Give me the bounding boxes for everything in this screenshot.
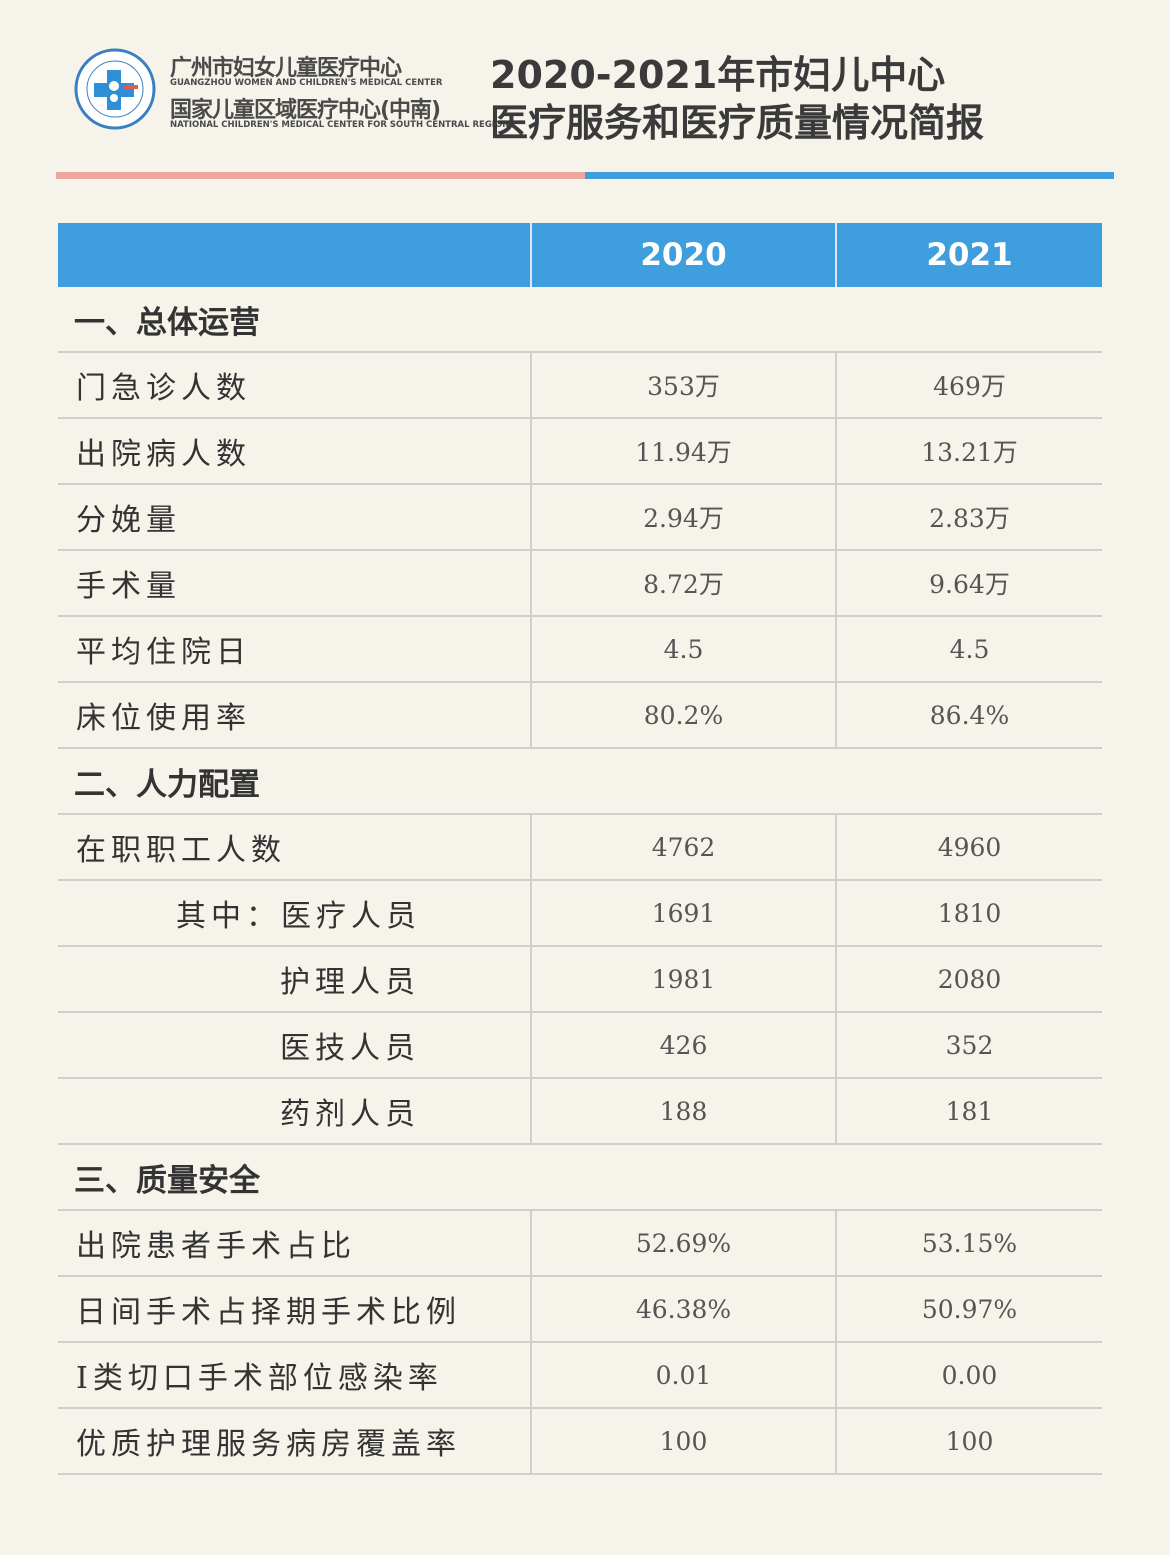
value-2020: 100 bbox=[530, 1408, 836, 1475]
value-2020: 2.94万 bbox=[530, 484, 836, 551]
value-2020: 1981 bbox=[530, 946, 836, 1013]
section-title: 一、总体运营 bbox=[58, 287, 1102, 353]
value-2020: 188 bbox=[530, 1078, 836, 1145]
row-label: 日间手术占择期手术比例 bbox=[58, 1276, 531, 1343]
row-label: I类切口手术部位感染率 bbox=[58, 1342, 531, 1409]
table-row: I类切口手术部位感染率 0.01 0.00 bbox=[58, 1342, 1102, 1409]
row-label: 优质护理服务病房覆盖率 bbox=[58, 1408, 531, 1475]
row-label: 医技人员 bbox=[58, 1012, 531, 1079]
section-title: 三、质量安全 bbox=[58, 1144, 1102, 1211]
title-line2: 医疗服务和医疗质量情况简报 bbox=[490, 101, 985, 145]
section-row: 三、质量安全 bbox=[58, 1144, 1102, 1211]
value-2020: 4762 bbox=[530, 814, 836, 881]
row-label: 手术量 bbox=[58, 550, 531, 617]
divider-blue bbox=[585, 172, 1114, 179]
value-2020: 52.69% bbox=[530, 1210, 836, 1277]
table-header: 2020 2021 bbox=[58, 223, 1102, 287]
section-title: 二、人力配置 bbox=[58, 748, 1102, 815]
value-2021: 86.4% bbox=[835, 682, 1102, 749]
table-row: 出院病人数 11.94万 13.21万 bbox=[58, 418, 1102, 485]
value-2021: 0.00 bbox=[835, 1342, 1102, 1409]
row-label: 床位使用率 bbox=[58, 682, 531, 749]
section-row: 一、总体运营 bbox=[58, 287, 1102, 353]
value-2020: 426 bbox=[530, 1012, 836, 1079]
table-row: 护理人员 1981 2080 bbox=[58, 946, 1102, 1013]
row-label: 出院患者手术占比 bbox=[58, 1210, 531, 1277]
value-2020: 0.01 bbox=[530, 1342, 836, 1409]
row-label: 在职职工人数 bbox=[58, 814, 531, 881]
value-2021: 4960 bbox=[835, 814, 1102, 881]
value-2020: 46.38% bbox=[530, 1276, 836, 1343]
table-row: 分娩量 2.94万 2.83万 bbox=[58, 484, 1102, 551]
value-2021: 1810 bbox=[835, 880, 1102, 947]
table-row: 其中：医疗人员 1691 1810 bbox=[58, 880, 1102, 947]
row-label: 其中：医疗人员 bbox=[58, 880, 531, 947]
value-2020: 353万 bbox=[530, 352, 836, 419]
org2-name-en: NATIONAL CHILDREN'S MEDICAL CENTER FOR S… bbox=[170, 120, 510, 130]
value-2021: 100 bbox=[835, 1408, 1102, 1475]
value-2020: 4.5 bbox=[530, 616, 836, 683]
table-row: 出院患者手术占比 52.69% 53.15% bbox=[58, 1210, 1102, 1277]
header-blank bbox=[58, 223, 531, 287]
table-row: 床位使用率 80.2% 86.4% bbox=[58, 682, 1102, 749]
table-row: 手术量 8.72万 9.64万 bbox=[58, 550, 1102, 617]
value-2021: 53.15% bbox=[835, 1210, 1102, 1277]
org2-name-cn: 国家儿童区域医疗中心(中南) bbox=[170, 98, 441, 123]
value-2020: 1691 bbox=[530, 880, 836, 947]
row-label: 药剂人员 bbox=[58, 1078, 531, 1145]
value-2020: 11.94万 bbox=[530, 418, 836, 485]
table-row: 平均住院日 4.5 4.5 bbox=[58, 616, 1102, 683]
header-2021: 2021 bbox=[835, 223, 1102, 287]
stats-table: 2020 2021 一、总体运营 门急诊人数 353万 469万 出院病人数 11.… bbox=[58, 223, 1102, 1475]
org-name-cn: 广州市妇女儿童医疗中心 bbox=[170, 56, 402, 81]
table-row: 药剂人员 188 181 bbox=[58, 1078, 1102, 1145]
title-line1: 2020-2021年市妇儿中心 bbox=[490, 53, 946, 97]
value-2021: 4.5 bbox=[835, 616, 1102, 683]
hospital-logo bbox=[74, 48, 156, 130]
row-label: 护理人员 bbox=[58, 946, 531, 1013]
row-label: 出院病人数 bbox=[58, 418, 531, 485]
value-2021: 2.83万 bbox=[835, 484, 1102, 551]
value-2021: 9.64万 bbox=[835, 550, 1102, 617]
row-label: 门急诊人数 bbox=[58, 352, 531, 419]
table-row: 在职职工人数 4762 4960 bbox=[58, 814, 1102, 881]
section-row: 二、人力配置 bbox=[58, 748, 1102, 815]
table-row: 门急诊人数 353万 469万 bbox=[58, 352, 1102, 419]
value-2020: 8.72万 bbox=[530, 550, 836, 617]
value-2021: 13.21万 bbox=[835, 418, 1102, 485]
table-row: 医技人员 426 352 bbox=[58, 1012, 1102, 1079]
row-label: 分娩量 bbox=[58, 484, 531, 551]
value-2021: 352 bbox=[835, 1012, 1102, 1079]
value-2020: 80.2% bbox=[530, 682, 836, 749]
org-name-en: GUANGZHOU WOMEN AND CHILDREN'S MEDICAL C… bbox=[170, 78, 443, 88]
table-row: 日间手术占择期手术比例 46.38% 50.97% bbox=[58, 1276, 1102, 1343]
value-2021: 2080 bbox=[835, 946, 1102, 1013]
value-2021: 181 bbox=[835, 1078, 1102, 1145]
value-2021: 469万 bbox=[835, 352, 1102, 419]
row-label: 平均住院日 bbox=[58, 616, 531, 683]
divider-pink bbox=[56, 172, 585, 179]
header-2020: 2020 bbox=[530, 223, 836, 287]
table-row: 优质护理服务病房覆盖率 100 100 bbox=[58, 1408, 1102, 1475]
value-2021: 50.97% bbox=[835, 1276, 1102, 1343]
